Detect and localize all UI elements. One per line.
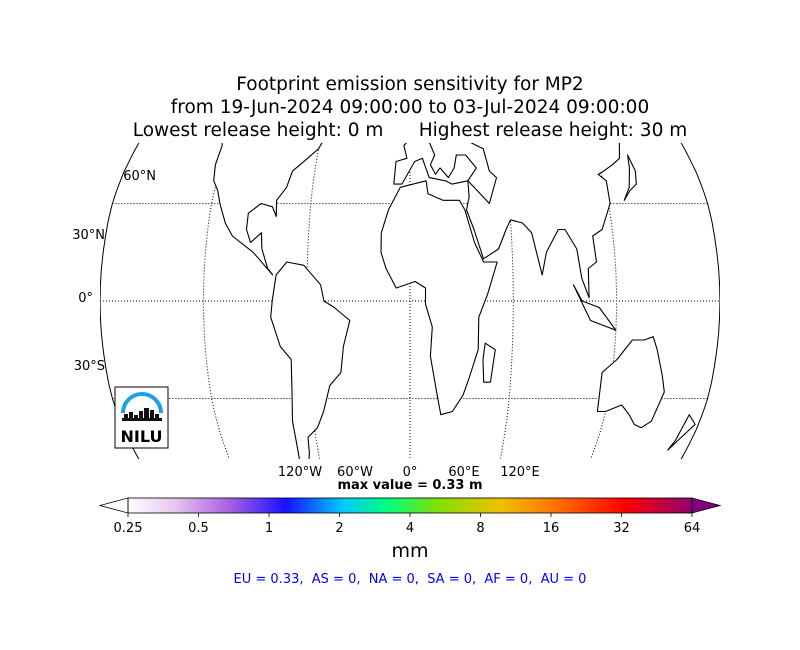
continent-uk [402, 115, 412, 140]
colorbar-tick-label: 8 [476, 521, 484, 536]
latitude-labels: 60°N 30°N 0° 30°S [72, 169, 156, 374]
continent-australia [596, 336, 665, 429]
footprint-sensitivity [231, 60, 646, 127]
footprint-band [571, 80, 635, 97]
lat-label: 30°S [74, 359, 105, 374]
colorbar-extend-high [691, 497, 722, 514]
lon-label: 60°W [337, 465, 373, 480]
colorbar-tick-label: 4 [406, 521, 414, 536]
footprint-band [519, 75, 646, 103]
longitude-labels: 120°W 60°W 0° 60°E 120°E [278, 465, 540, 480]
continent-indonesia [572, 284, 617, 331]
lon-label: 0° [403, 465, 418, 480]
lat-label: 30°N [72, 228, 105, 243]
title-line-1: Footprint emission sensitivity for MP2 [236, 74, 584, 95]
footprint-band [373, 65, 484, 81]
continent-europe [393, 143, 477, 185]
colorbar-extend-low [98, 497, 129, 514]
colorbar-tick-label: 32 [613, 521, 630, 536]
land-outlines [213, 49, 696, 459]
nilu-logo: NILU [114, 386, 169, 449]
continent-japan [623, 154, 637, 201]
max-value-label: max value = 0.33 m [337, 478, 482, 493]
logo-text: NILU [121, 427, 163, 446]
colorbar-tick-label: 16 [543, 521, 560, 536]
footprint-band [399, 60, 446, 75]
continent-madagascar [482, 342, 496, 383]
continent-south-america [270, 261, 351, 459]
footprint-band [417, 62, 427, 67]
title-line-2: from 19-Jun-2024 09:00:00 to 03-Jul-2024… [170, 97, 650, 118]
colorbar-tick-label: 2 [335, 521, 343, 536]
map-title: Footprint emission sensitivity for MP2 f… [0, 73, 800, 142]
colorbar-tick-label: 0.25 [114, 521, 143, 536]
colorbar-tick-label: 0.5 [188, 521, 209, 536]
colorbar-gradient [128, 498, 692, 513]
colorbar: 0.25 0.5 1 2 4 8 16 32 64 mm [98, 497, 722, 562]
lat-label: 60°N [123, 169, 156, 184]
meridian-line [202, 143, 230, 459]
colorbar-tick-label: 1 [265, 521, 273, 536]
logo-arc-icon [121, 392, 163, 414]
footprint-band [421, 60, 428, 65]
continent-new-zealand [667, 414, 696, 451]
map-area [100, 49, 720, 459]
continent-greenland [333, 49, 390, 108]
colorbar-tick-label: 64 [684, 521, 701, 536]
footprint-band [231, 80, 643, 91]
continent-africa [380, 180, 498, 416]
footprint-band [256, 83, 335, 89]
lon-label: 120°E [500, 465, 540, 480]
colorbar-unit: mm [391, 540, 428, 562]
region-summary: EU = 0.33, AS = 0, NA = 0, SA = 0, AF = … [233, 572, 587, 587]
title-line-3: Lowest release height: 0 m Highest relea… [132, 120, 688, 141]
footprint-band [410, 60, 434, 70]
logo-skyline-icon [122, 408, 162, 421]
continent-asia [465, 143, 621, 299]
colorbar-ticks: 0.25 0.5 1 2 4 8 16 32 64 [114, 513, 701, 536]
lat-label: 0° [78, 291, 93, 306]
continent-north-america [213, 143, 323, 276]
lon-label: 60°E [448, 465, 479, 480]
footprint-band [325, 118, 338, 127]
lon-label: 120°W [278, 465, 322, 480]
